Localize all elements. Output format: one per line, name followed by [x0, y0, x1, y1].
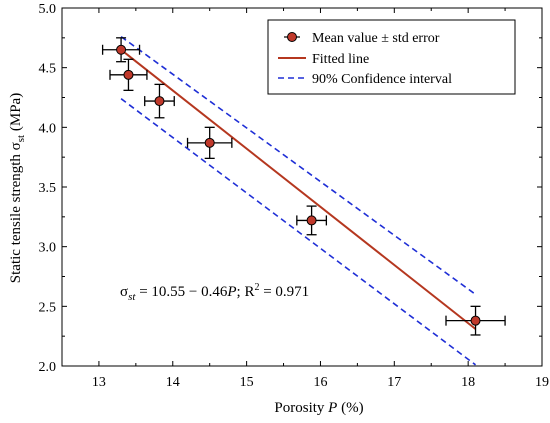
eq-mid: ; R: [237, 284, 255, 300]
x-tick-label: 19: [535, 375, 549, 390]
legend-label-ci: 90% Confidence interval: [312, 72, 452, 87]
x-tick-label: 15: [240, 375, 254, 390]
ticks-group: 13 14 15 16 17 18 19 2.0 2.5 3.0 3.5 4.0 4.5 5.0: [39, 2, 550, 390]
x-axis-title: Porosity P (%): [274, 400, 363, 416]
eq-var: P: [226, 284, 236, 300]
data-point: [204, 137, 215, 148]
y-tick-label: 3.5: [39, 181, 57, 196]
y-tick-label: 2.0: [39, 360, 57, 375]
eq-sym: σ: [120, 284, 128, 300]
y-title-suffix: (MPa): [8, 93, 24, 135]
y-title-sub: st: [15, 135, 27, 142]
y-tick-label: 4.5: [39, 62, 57, 77]
eq-head: = 10.55 − 0.46: [135, 284, 227, 300]
x-tick-label: 14: [166, 375, 180, 390]
confidence-interval-group: [120, 35, 477, 366]
data-points-group: [116, 44, 481, 326]
legend-marker: [287, 32, 297, 42]
y-axis-title: Static tensile strength σst (MPa): [8, 93, 27, 283]
x-tick-label: 18: [461, 375, 475, 390]
y-tick-label: 2.5: [39, 300, 57, 315]
x-title-suffix: (%): [337, 400, 363, 416]
ci-lower-line: [120, 98, 477, 366]
legend-label-fit: Fitted line: [312, 52, 369, 67]
fitted-line-group: [120, 48, 477, 330]
data-point: [116, 44, 127, 55]
ci-upper-line: [120, 35, 477, 296]
eq-sub: st: [128, 291, 136, 303]
x-tick-label: 13: [92, 375, 106, 390]
y-tick-label: 4.0: [39, 121, 57, 136]
x-tick-label: 17: [387, 375, 401, 390]
data-point: [123, 69, 134, 80]
data-point: [154, 96, 165, 107]
x-tick-label: 16: [313, 375, 327, 390]
legend-box: [267, 19, 516, 95]
x-title-var: P: [327, 400, 337, 416]
y-tick-label: 3.0: [39, 241, 57, 256]
y-title-prefix: Static tensile strength σ: [8, 142, 24, 283]
y-tick-label: 5.0: [39, 2, 57, 17]
data-point: [470, 315, 481, 326]
data-point: [306, 215, 317, 226]
x-title-prefix: Porosity: [274, 400, 328, 416]
fit-equation: σst = 10.55 − 0.46P; R2 = 0.971: [120, 282, 309, 303]
legend: Mean value ± std error Fitted line 90% C…: [267, 19, 516, 95]
eq-tail: = 0.971: [259, 284, 309, 300]
eq-sup: 2: [254, 282, 259, 293]
fitted-line: [120, 48, 477, 330]
legend-label-mean: Mean value ± std error: [312, 31, 440, 46]
